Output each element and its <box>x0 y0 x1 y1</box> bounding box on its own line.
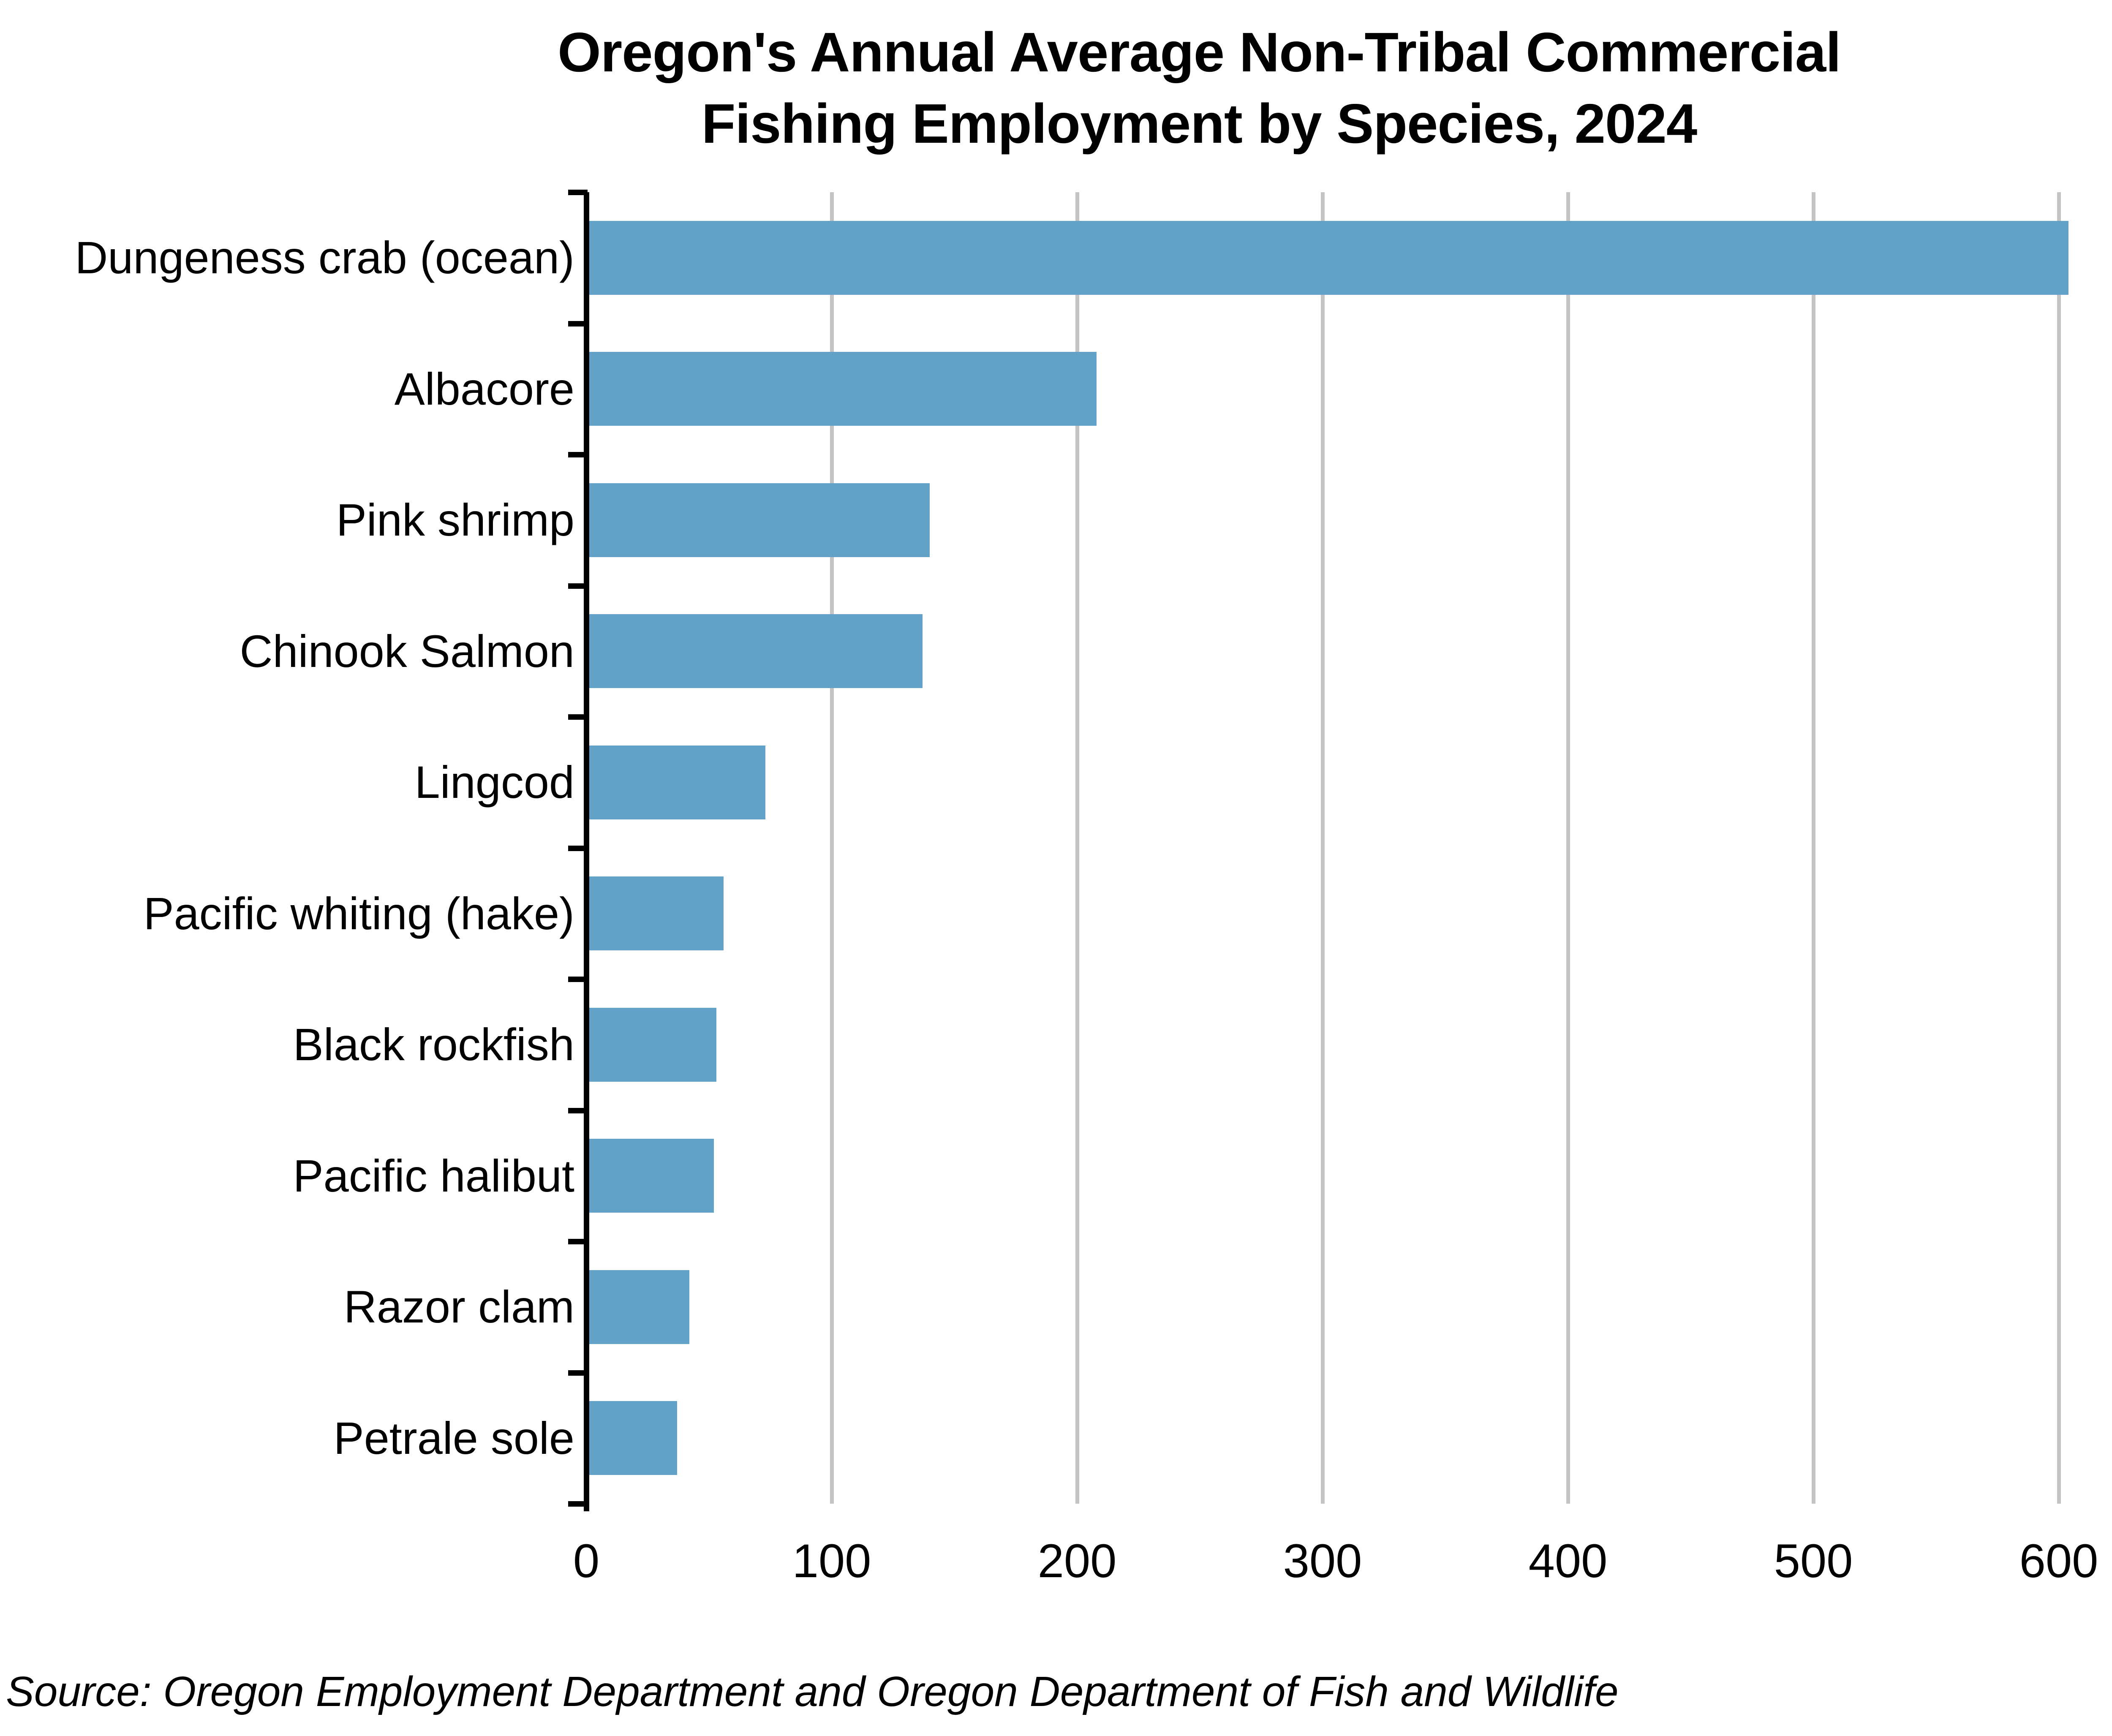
category-axis-top-tick <box>568 190 588 195</box>
x-tick-label: 500 <box>1774 1535 1853 1587</box>
bar-row <box>586 1270 2112 1344</box>
category-tick <box>568 583 588 589</box>
gridline-100 <box>830 192 834 1504</box>
x-tick-label: 0 <box>573 1535 600 1587</box>
source-note: Source: Oregon Employment Department and… <box>6 1668 1619 1715</box>
x-tick-label: 600 <box>2019 1535 2098 1587</box>
category-tick <box>568 1107 588 1113</box>
bar-dungeness-crab-ocean[interactable] <box>586 220 2069 295</box>
bar-row <box>586 1401 2112 1475</box>
category-axis-bottom-tick <box>568 1501 588 1507</box>
bar-chinook-salmon[interactable] <box>586 614 923 688</box>
bar-pacific-halibut[interactable] <box>586 1139 714 1213</box>
value-axis-line <box>584 192 589 1511</box>
bar-row <box>586 483 2112 557</box>
category-label-9: Petrale sole <box>333 1412 574 1464</box>
category-label-7: Pacific halibut <box>293 1150 574 1201</box>
x-tick-label: 300 <box>1283 1535 1362 1587</box>
category-label-4: Lingcod <box>414 756 574 808</box>
category-tick <box>568 714 588 720</box>
bar-razor-clam[interactable] <box>586 1270 690 1344</box>
category-tick <box>568 977 588 982</box>
bar-row <box>586 1007 2112 1082</box>
category-label-5: Pacific whiting (hake) <box>143 887 574 939</box>
x-tick-label: 100 <box>792 1535 871 1587</box>
bar-lingcod[interactable] <box>586 745 766 819</box>
category-tick <box>568 1370 588 1376</box>
category-label-3: Chinook Salmon <box>240 625 574 677</box>
gridline-500 <box>1812 192 1815 1504</box>
gridline-400 <box>1566 192 1570 1504</box>
category-label-1: Albacore <box>394 363 574 414</box>
category-label-6: Black rockfish <box>293 1019 574 1070</box>
category-tick <box>568 1239 588 1244</box>
bar-pink-shrimp[interactable] <box>586 483 930 557</box>
category-tick <box>568 845 588 851</box>
bar-row <box>586 614 2112 688</box>
gridline-600 <box>2057 192 2061 1504</box>
bar-pacific-whiting-hake[interactable] <box>586 876 724 951</box>
bar-row <box>586 220 2112 295</box>
gridline-200 <box>1075 192 1079 1504</box>
plot-area <box>586 192 2112 1504</box>
category-label-2: Pink shrimp <box>336 494 574 546</box>
category-tick <box>568 452 588 457</box>
bar-petrale-sole[interactable] <box>586 1401 677 1475</box>
x-tick-label: 200 <box>1037 1535 1117 1587</box>
bar-row <box>586 745 2112 819</box>
category-tick <box>568 321 588 327</box>
category-label-8: Razor clam <box>343 1281 574 1333</box>
x-tick-label: 400 <box>1528 1535 1608 1587</box>
gridline-300 <box>1321 192 1325 1504</box>
bar-row <box>586 352 2112 426</box>
bar-albacore[interactable] <box>586 352 1097 426</box>
bar-row <box>586 1139 2112 1213</box>
category-label-0: Dungeness crab (ocean) <box>75 232 574 283</box>
bar-row <box>586 876 2112 951</box>
page-title: Oregon's Annual Average Non-Tribal Comme… <box>558 21 1841 155</box>
bar-black-rockfish[interactable] <box>586 1007 716 1082</box>
